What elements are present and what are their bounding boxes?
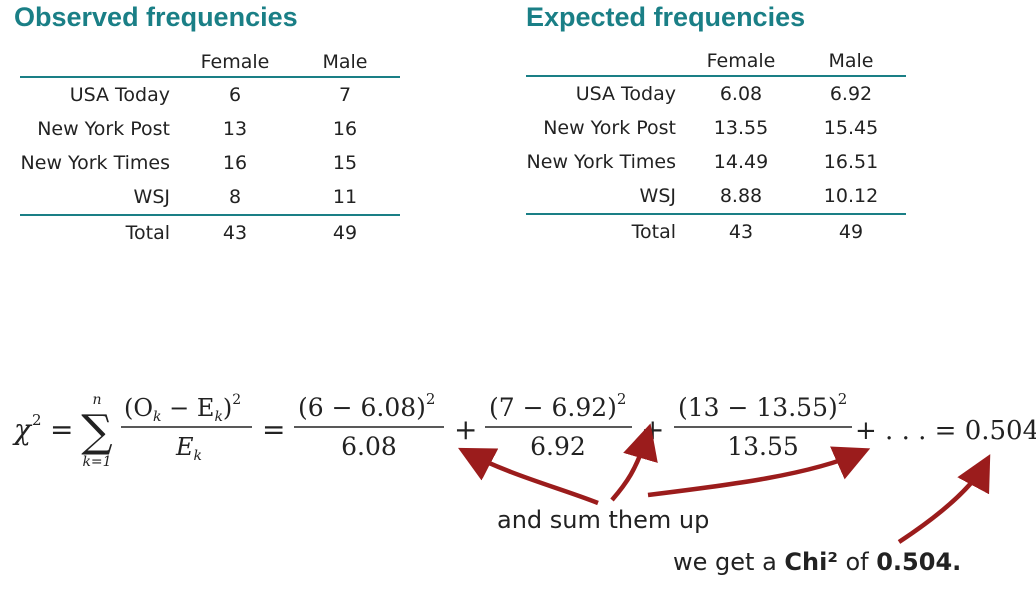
row-label: WSJ [133, 186, 170, 208]
total-label: Total [631, 221, 676, 243]
total-male-cell: 49 [838, 221, 864, 243]
row-label: New York Times [526, 151, 676, 173]
arrow-to-third-plus [647, 446, 871, 498]
column-header-female: Female [706, 50, 776, 72]
female-cell: 14.49 [713, 151, 769, 173]
term2-numerator: (7 − 6.92)2 [489, 390, 626, 422]
table-row: New York Post 13 16 [20, 112, 400, 146]
table-row: New York Times 14.49 16.51 [526, 145, 906, 179]
total-row: Total 43 49 [526, 214, 906, 249]
table-header-row: Female Male [20, 48, 400, 77]
term3-numerator: (13 − 13.55)2 [678, 390, 847, 422]
table-row: WSJ 8 11 [20, 180, 400, 215]
table-row: New York Post 13.55 15.45 [526, 111, 906, 145]
term1-denominator: 6.08 [341, 432, 397, 461]
female-cell: 6 [228, 84, 242, 106]
male-cell: 10.12 [823, 185, 879, 207]
male-cell: 15 [332, 152, 358, 174]
column-header-male: Male [322, 51, 368, 73]
male-cell: 15.45 [823, 117, 879, 139]
sum-lower-limit: k=1 [82, 454, 111, 470]
equals-sign: = [50, 413, 73, 446]
general-numerator: (Ok − Ek)2 [124, 392, 241, 425]
total-label: Total [125, 222, 170, 244]
arrow-to-first-plus [458, 447, 599, 506]
female-cell: 13 [222, 118, 248, 140]
observed-frequencies-table: Female Male USA Today 6 7 New York Post … [20, 48, 400, 250]
row-label: New York Post [37, 118, 170, 140]
female-cell: 16 [222, 152, 248, 174]
total-female-cell: 43 [728, 221, 754, 243]
chi-result-annotation: we get a Chi² of 0.504. [673, 548, 962, 576]
term1-numerator: (6 − 6.08)2 [298, 390, 435, 422]
table-row: New York Times 16 15 [20, 146, 400, 180]
male-cell: 16.51 [823, 151, 879, 173]
formula-result: + . . . = 0.504 [855, 416, 1036, 446]
column-header-female: Female [200, 51, 270, 73]
plus-sign: + [454, 413, 477, 446]
male-cell: 16 [332, 118, 358, 140]
sum-annotation: and sum them up [497, 506, 710, 534]
female-cell: 8.88 [719, 185, 763, 207]
row-label: New York Post [543, 117, 676, 139]
total-male-cell: 49 [332, 222, 358, 244]
expected-frequencies-title: Expected frequencies [526, 2, 806, 32]
row-label: USA Today [575, 83, 676, 105]
total-row: Total 43 49 [20, 215, 400, 250]
table-row: USA Today 6 7 [20, 77, 400, 112]
term2-denominator: 6.92 [530, 432, 586, 461]
total-female-cell: 43 [222, 222, 248, 244]
row-label: New York Times [20, 152, 170, 174]
equals-sign: = [262, 413, 285, 446]
arrow-to-result [897, 454, 991, 544]
arrow-to-second-plus [610, 423, 658, 502]
female-cell: 13.55 [713, 117, 769, 139]
column-header-male: Male [828, 50, 874, 72]
row-label: USA Today [69, 84, 170, 106]
summation-sign: ∑ [81, 406, 112, 457]
female-cell: 6.08 [719, 83, 763, 105]
observed-frequencies-title: Observed frequencies [14, 2, 298, 32]
general-denominator: Ek [175, 433, 202, 464]
chi-symbol: χ [12, 413, 33, 446]
term3-denominator: 13.55 [727, 432, 799, 461]
expected-frequencies-table: Female Male USA Today 6.08 6.92 New York… [526, 47, 906, 249]
table-row: USA Today 6.08 6.92 [526, 76, 906, 111]
male-cell: 7 [338, 84, 352, 106]
female-cell: 8 [228, 186, 242, 208]
chi-exponent: 2 [32, 411, 42, 429]
male-cell: 11 [332, 186, 358, 208]
row-label: WSJ [639, 185, 676, 207]
table-header-row: Female Male [526, 47, 906, 76]
chi-square-formula: χ 2 = n ∑ k=1 (Ok − Ek)2 Ek = (6 − 6.08)… [12, 390, 1036, 470]
male-cell: 6.92 [829, 83, 873, 105]
table-row: WSJ 8.88 10.12 [526, 179, 906, 214]
sum-upper-limit: n [92, 392, 101, 408]
